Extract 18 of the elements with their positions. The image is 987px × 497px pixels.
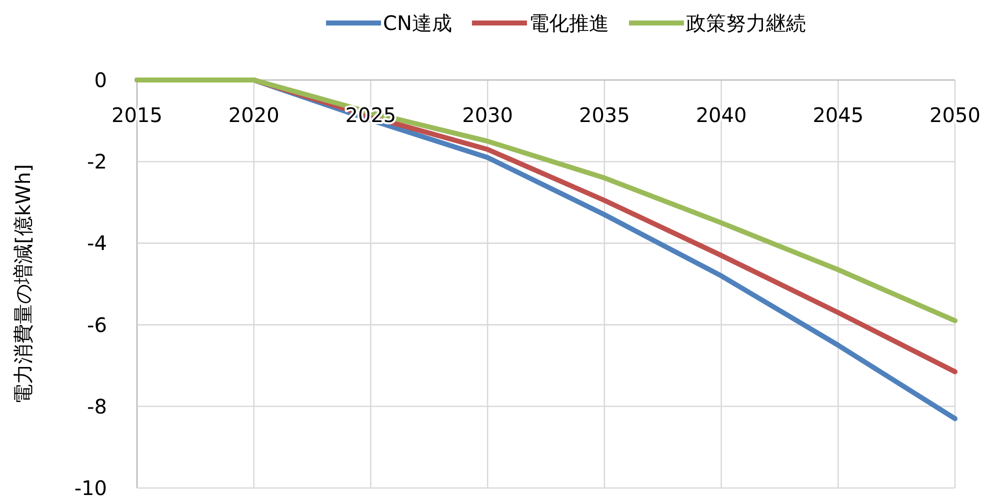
y-tick-label: 0 (94, 68, 107, 92)
x-tick-label: 2025 (345, 103, 396, 127)
y-tick-label: -10 (74, 476, 107, 497)
legend-label: CN達成 (383, 11, 452, 35)
x-tick-label: 2045 (812, 103, 864, 127)
x-tick-label: 2035 (578, 103, 630, 127)
y-tick-label: -8 (87, 394, 107, 418)
y-tick-label: -6 (87, 312, 107, 337)
y-axis-title: 電力消費量の増減[億kWh] (11, 164, 35, 404)
x-tick-label: 2030 (462, 103, 514, 127)
x-tick-label: 2020 (228, 103, 280, 127)
x-tick-label: 2050 (930, 103, 980, 127)
legend-label: 電化推進 (528, 11, 609, 35)
x-tick-label: 2040 (696, 103, 747, 127)
y-tick-label: -4 (87, 231, 107, 256)
y-tick-label: -2 (87, 150, 107, 174)
x-tick-label: 2015 (112, 103, 162, 127)
legend-label: 政策努力継続 (686, 11, 806, 35)
